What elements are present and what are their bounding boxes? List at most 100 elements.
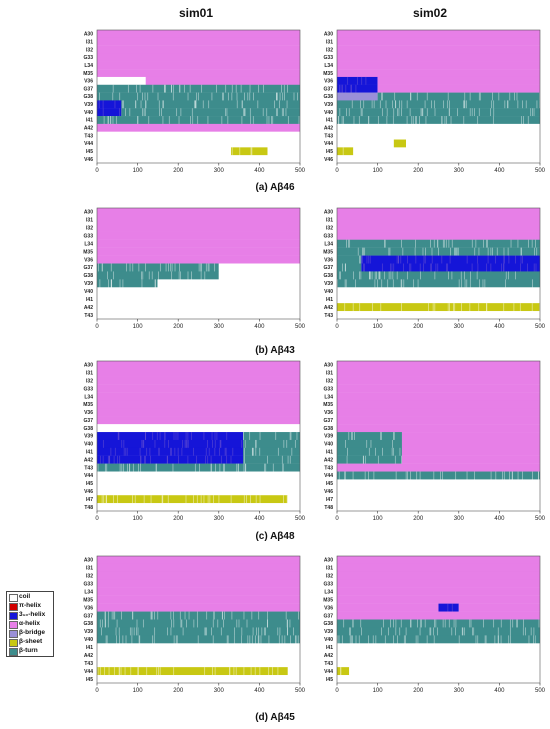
heatmap-flicker: [162, 116, 164, 125]
heatmap-segment: [337, 479, 540, 488]
heatmap-flicker: [117, 432, 119, 441]
residue-label: V39: [84, 102, 93, 108]
heatmap-flicker: [277, 92, 278, 101]
heatmap-flicker: [167, 495, 169, 504]
x-tick-label: 100: [133, 688, 144, 694]
heatmap-flicker: [267, 455, 268, 464]
heatmap-flicker: [102, 108, 104, 117]
heatmap-flicker: [255, 439, 257, 449]
heatmap-flicker: [348, 239, 349, 248]
heatmap-flicker: [475, 635, 477, 644]
residue-label: A30: [84, 363, 93, 369]
heatmap-flicker: [401, 108, 402, 117]
heatmap-flicker: [434, 108, 436, 117]
heatmap-flicker: [512, 619, 514, 628]
residue-label: G37: [324, 613, 334, 619]
x-tick-label: 100: [373, 324, 384, 330]
heatmap-segment: [337, 384, 540, 393]
heatmap-flicker: [453, 303, 454, 312]
heatmap-flicker: [365, 76, 367, 85]
heatmap-flicker: [451, 239, 453, 248]
heatmap-flicker: [118, 432, 120, 441]
heatmap-flicker: [469, 303, 471, 312]
heatmap-flicker: [516, 92, 518, 101]
heatmap-flicker: [363, 100, 365, 109]
heatmap-flicker: [533, 263, 535, 272]
heatmap-flicker: [448, 108, 450, 117]
heatmap-segment: [361, 255, 540, 264]
heatmap-flicker: [409, 263, 411, 272]
heatmap-flicker: [534, 247, 535, 256]
heatmap-flicker: [350, 84, 352, 93]
heatmap-flicker: [187, 432, 189, 441]
heatmap-flicker: [198, 263, 200, 272]
heatmap-segment: [97, 659, 300, 668]
heatmap-flicker: [422, 108, 424, 117]
heatmap-segment: [97, 675, 300, 684]
heatmap-flicker: [423, 255, 425, 264]
heatmap-flicker: [410, 92, 412, 101]
heatmap-segment: [97, 432, 244, 441]
heatmap-flicker: [197, 619, 199, 628]
x-tick-label: 0: [95, 324, 99, 330]
heatmap-flicker: [226, 635, 228, 644]
heatmap-flicker: [446, 263, 447, 272]
heatmap-flicker: [257, 100, 259, 109]
heatmap-segment: [377, 92, 540, 101]
residue-label: A42: [84, 305, 93, 311]
heatmap-flicker: [470, 619, 472, 628]
heatmap-flicker: [536, 100, 538, 109]
heatmap-flicker: [361, 76, 363, 85]
heatmap-flicker: [472, 627, 473, 636]
heatmap-flicker: [207, 116, 209, 125]
heatmap-flicker: [284, 635, 286, 644]
heatmap-flicker: [478, 303, 480, 312]
heatmap-flicker: [106, 495, 107, 504]
heatmap-flicker: [223, 92, 224, 101]
heatmap-flicker: [194, 100, 195, 109]
heatmap-flicker: [222, 611, 223, 620]
heatmap-flicker: [173, 619, 175, 628]
heatmap-flicker: [484, 635, 486, 644]
heatmap-flicker: [349, 627, 350, 636]
heatmap-flicker: [283, 439, 285, 449]
heatmap-flicker: [339, 271, 341, 280]
heatmap-flicker: [123, 447, 125, 456]
heatmap-flicker: [236, 100, 238, 109]
heatmap-segment: [337, 619, 540, 628]
heatmap-flicker: [247, 92, 249, 101]
heatmap-flicker: [244, 463, 246, 472]
residue-label: I41: [86, 118, 93, 124]
heatmap-flicker: [181, 447, 183, 456]
heatmap-flicker: [474, 471, 475, 480]
heatmap-flicker: [421, 108, 423, 117]
heatmap-flicker: [416, 92, 418, 101]
heatmap-segment: [287, 495, 300, 504]
heatmap-segment: [97, 223, 300, 232]
heatmap-flicker: [374, 271, 376, 280]
heatmap-flicker: [479, 92, 481, 101]
residue-label: V40: [84, 289, 93, 295]
heatmap-flicker: [360, 100, 361, 109]
heatmap-flicker: [188, 611, 190, 620]
residue-label: A30: [84, 32, 93, 38]
x-tick-label: 400: [494, 516, 505, 522]
heatmap-flicker: [99, 667, 101, 676]
heatmap-flicker: [390, 263, 391, 272]
heatmap-flicker: [156, 432, 158, 441]
heatmap-flicker: [431, 263, 432, 272]
heatmap-flicker: [196, 92, 198, 101]
heatmap-flicker: [222, 92, 223, 101]
heatmap-segment: [337, 595, 540, 604]
heatmap-flicker: [284, 92, 285, 101]
heatmap-segment: [97, 123, 300, 132]
heatmap-flicker: [345, 471, 346, 480]
heatmap-flicker: [532, 108, 533, 117]
residue-label: L34: [324, 63, 333, 69]
heatmap-flicker: [433, 627, 434, 636]
heatmap-flicker: [357, 76, 358, 85]
heatmap-flicker: [116, 619, 118, 628]
heatmap-flicker: [274, 100, 275, 109]
heatmap-segment: [349, 667, 540, 676]
